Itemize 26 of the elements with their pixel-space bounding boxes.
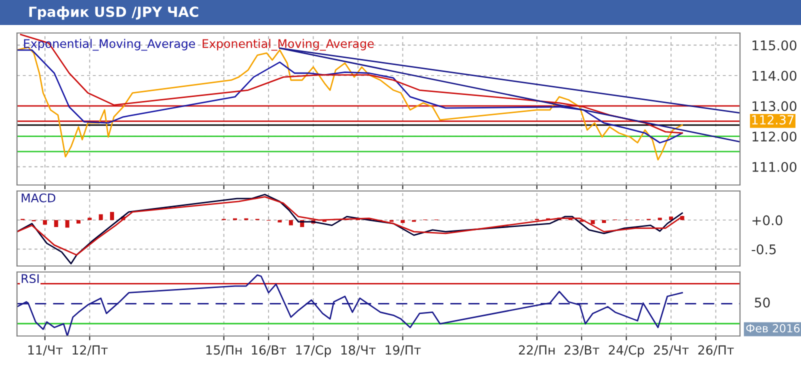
y-tick-label: +0.0: [752, 215, 782, 226]
x-tick-label: 24/Ср: [608, 345, 644, 358]
chart-title: MACD: [22, 193, 56, 202]
x-tick-label: 19/Пт: [386, 345, 421, 356]
x-tick-label: 22/Пн: [518, 345, 555, 356]
x-tick-label: 11/Чт: [28, 345, 63, 356]
x-tick-label: 15/Пн: [206, 345, 242, 356]
chart-title: RSI: [22, 274, 39, 284]
text: Exponential_Moving_Average: [202, 38, 374, 51]
y-tick-label: 112.00: [752, 132, 796, 142]
y-tick-label: -0.5: [752, 244, 776, 254]
x-tick-label: 23/Вт: [564, 345, 600, 356]
x-tick-label: 18/Чт: [341, 345, 376, 356]
x-tick-label: 17/Ср: [296, 345, 331, 358]
y-tick-label: 113.00: [752, 101, 796, 112]
x-tick-label: 12/Пт: [72, 345, 108, 356]
x-tick-label: 26/Пт: [698, 345, 734, 356]
ref-line-label: 112.37: [752, 115, 794, 125]
x-tick-label: 25/Чт: [654, 345, 689, 356]
y-tick-label: 111.00: [752, 162, 796, 172]
y-tick-label: 114.00: [752, 70, 796, 81]
y-tick-label: 115.00: [752, 40, 796, 50]
x-tick-label: 16/Вт: [252, 345, 286, 356]
annotation: 50: [754, 298, 770, 308]
text: Фев 2016: [746, 324, 800, 332]
chart-title: График USD /JPY ЧАС: [29, 6, 198, 20]
